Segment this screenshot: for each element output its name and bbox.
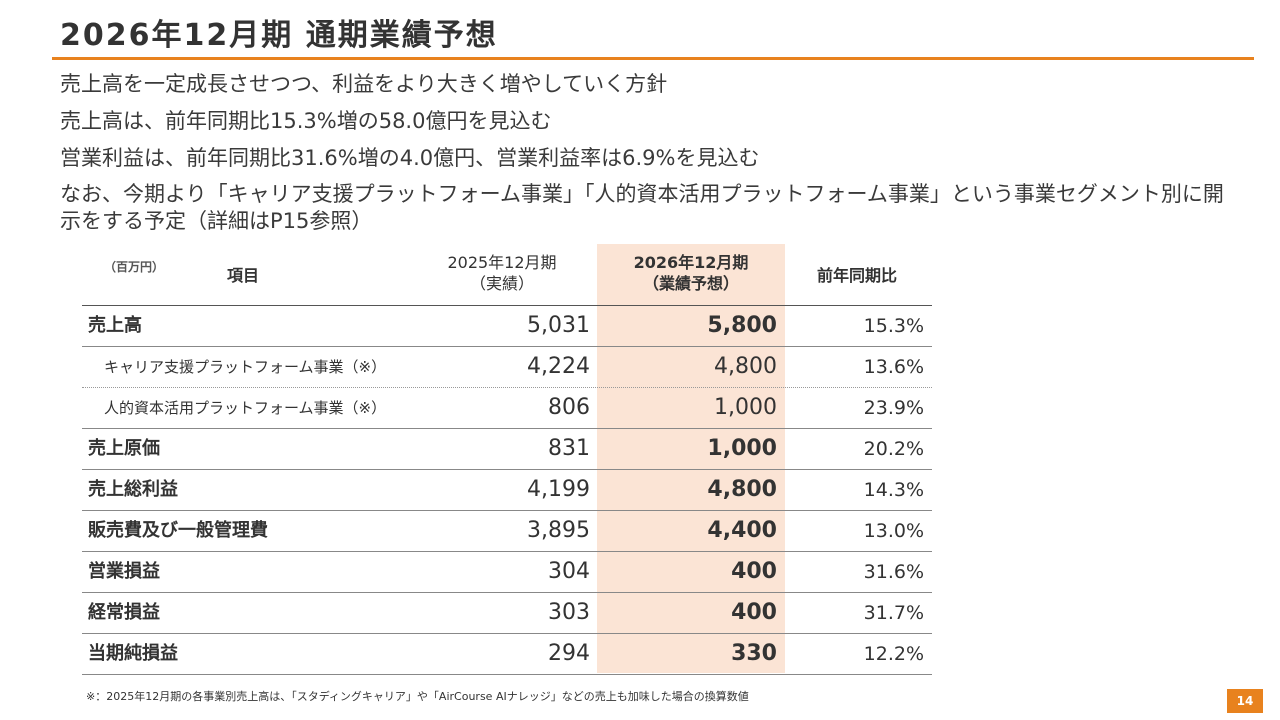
- row-actual: 304: [548, 559, 590, 584]
- page-number: 14: [1227, 689, 1263, 713]
- row-label: 販売費及び一般管理費: [88, 520, 268, 541]
- row-actual: 831: [548, 436, 590, 461]
- summary-bullet: 売上高は、前年同期比15.3%増の58.0億円を見込む: [60, 109, 552, 133]
- header-actual: 2025年12月期 （実績）: [412, 252, 592, 294]
- row-actual: 4,199: [527, 477, 590, 502]
- row-forecast: 5,800: [707, 313, 777, 338]
- table-header: （百万円） 項目 2025年12月期 （実績） 2026年12月期 （業績予想）…: [82, 244, 932, 306]
- table-row: 売上総利益 4,199 4,800 14.3%: [82, 470, 932, 511]
- row-forecast: 4,800: [714, 354, 777, 379]
- table-row: 売上原価 831 1,000 20.2%: [82, 429, 932, 470]
- header-forecast: 2026年12月期 （業績予想）: [597, 252, 785, 294]
- row-forecast: 1,000: [707, 436, 777, 461]
- header-actual-note: （実績）: [469, 274, 534, 293]
- table-row: 営業損益 304 400 31.6%: [82, 552, 932, 593]
- row-label: 営業損益: [88, 561, 160, 582]
- title-divider: [52, 57, 1254, 60]
- row-yoy: 13.0%: [863, 520, 924, 542]
- page-title: 2026年12月期 通期業績予想: [60, 18, 498, 53]
- row-label: 売上原価: [88, 438, 160, 459]
- row-label: 経常損益: [88, 602, 160, 623]
- row-forecast: 330: [731, 641, 777, 666]
- row-forecast: 4,800: [707, 477, 777, 502]
- row-actual: 294: [548, 641, 590, 666]
- row-label: 売上高: [88, 315, 142, 336]
- header-yoy: 前年同期比: [816, 266, 897, 285]
- row-forecast: 1,000: [714, 395, 777, 420]
- row-yoy: 31.6%: [863, 561, 924, 583]
- row-actual: 3,895: [527, 518, 590, 543]
- row-yoy: 14.3%: [863, 479, 924, 501]
- row-forecast: 400: [731, 559, 777, 584]
- table-row: 販売費及び一般管理費 3,895 4,400 13.0%: [82, 511, 932, 552]
- row-yoy: 15.3%: [863, 315, 924, 337]
- table-row: キャリア支援プラットフォーム事業（※） 4,224 4,800 13.6%: [82, 347, 932, 388]
- row-label: 人的資本活用プラットフォーム事業（※）: [104, 399, 387, 417]
- row-actual: 806: [548, 395, 590, 420]
- row-actual: 303: [548, 600, 590, 625]
- summary-bullet: なお、今期より「キャリア支援プラットフォーム事業」「人的資本活用プラットフォーム…: [60, 182, 1224, 233]
- header-forecast-note: （業績予想）: [642, 274, 739, 293]
- row-forecast: 400: [731, 600, 777, 625]
- row-forecast: 4,400: [707, 518, 777, 543]
- unit-label: （百万円）: [104, 260, 165, 274]
- row-actual: 5,031: [527, 313, 590, 338]
- forecast-table: （百万円） 項目 2025年12月期 （実績） 2026年12月期 （業績予想）…: [82, 244, 932, 675]
- table-row: 人的資本活用プラットフォーム事業（※） 806 1,000 23.9%: [82, 388, 932, 429]
- row-label: 当期純損益: [88, 643, 178, 664]
- row-yoy: 31.7%: [863, 602, 924, 624]
- row-label: 売上総利益: [88, 479, 178, 500]
- table-row: 売上高 5,031 5,800 15.3%: [82, 306, 932, 347]
- row-yoy: 13.6%: [863, 356, 924, 378]
- table-row: 当期純損益 294 330 12.2%: [82, 634, 932, 675]
- footnote: ※：2025年12月期の各事業別売上高は、「スタディングキャリア」や「AirCo…: [86, 690, 749, 703]
- table-row: 経常損益 303 400 31.7%: [82, 593, 932, 634]
- summary-bullet: 売上高を一定成長させつつ、利益をより大きく増やしていく方針: [60, 72, 668, 96]
- row-yoy: 20.2%: [863, 438, 924, 460]
- header-forecast-period: 2026年12月期: [633, 253, 749, 272]
- header-actual-period: 2025年12月期: [447, 253, 557, 272]
- row-label: キャリア支援プラットフォーム事業（※）: [104, 358, 387, 376]
- forecast-column-highlight: [597, 244, 785, 673]
- header-item: 項目: [227, 266, 260, 285]
- row-yoy: 12.2%: [863, 643, 924, 665]
- summary-bullets: 売上高を一定成長させつつ、利益をより大きく増やしていく方針 売上高は、前年同期比…: [60, 70, 1240, 244]
- summary-bullet: 営業利益は、前年同期比31.6%増の4.0億円、営業利益率は6.9%を見込む: [60, 146, 760, 170]
- row-yoy: 23.9%: [863, 397, 924, 419]
- row-actual: 4,224: [527, 354, 590, 379]
